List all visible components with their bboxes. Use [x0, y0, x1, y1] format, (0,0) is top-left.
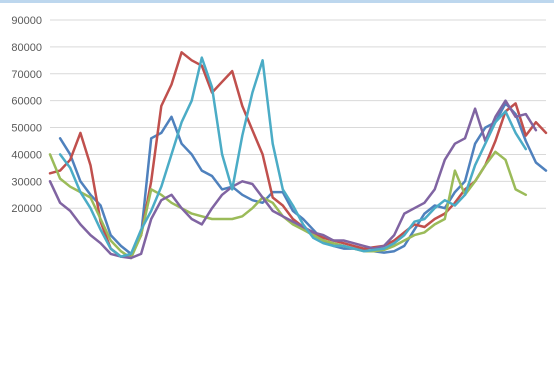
y-tick-label: 70000	[11, 69, 42, 81]
series-line-5	[58, 56, 528, 258]
y-axis-ticks: 90000 80000 70000 60000 50000 40000 30000 20000	[11, 15, 42, 215]
chart-top-border	[0, 0, 554, 3]
y-tick-label: 30000	[11, 176, 42, 188]
y-tick-label: 90000	[11, 15, 42, 27]
y-tick-label: 60000	[11, 96, 42, 108]
series-line-4	[48, 99, 538, 260]
series-line-1	[58, 102, 548, 256]
series-lines	[48, 51, 548, 260]
y-tick-label: 50000	[11, 123, 42, 135]
y-tick-label: 40000	[11, 149, 42, 161]
y-tick-label: 80000	[11, 42, 42, 54]
y-tick-label: 20000	[11, 203, 42, 215]
gridlines	[50, 19, 546, 209]
